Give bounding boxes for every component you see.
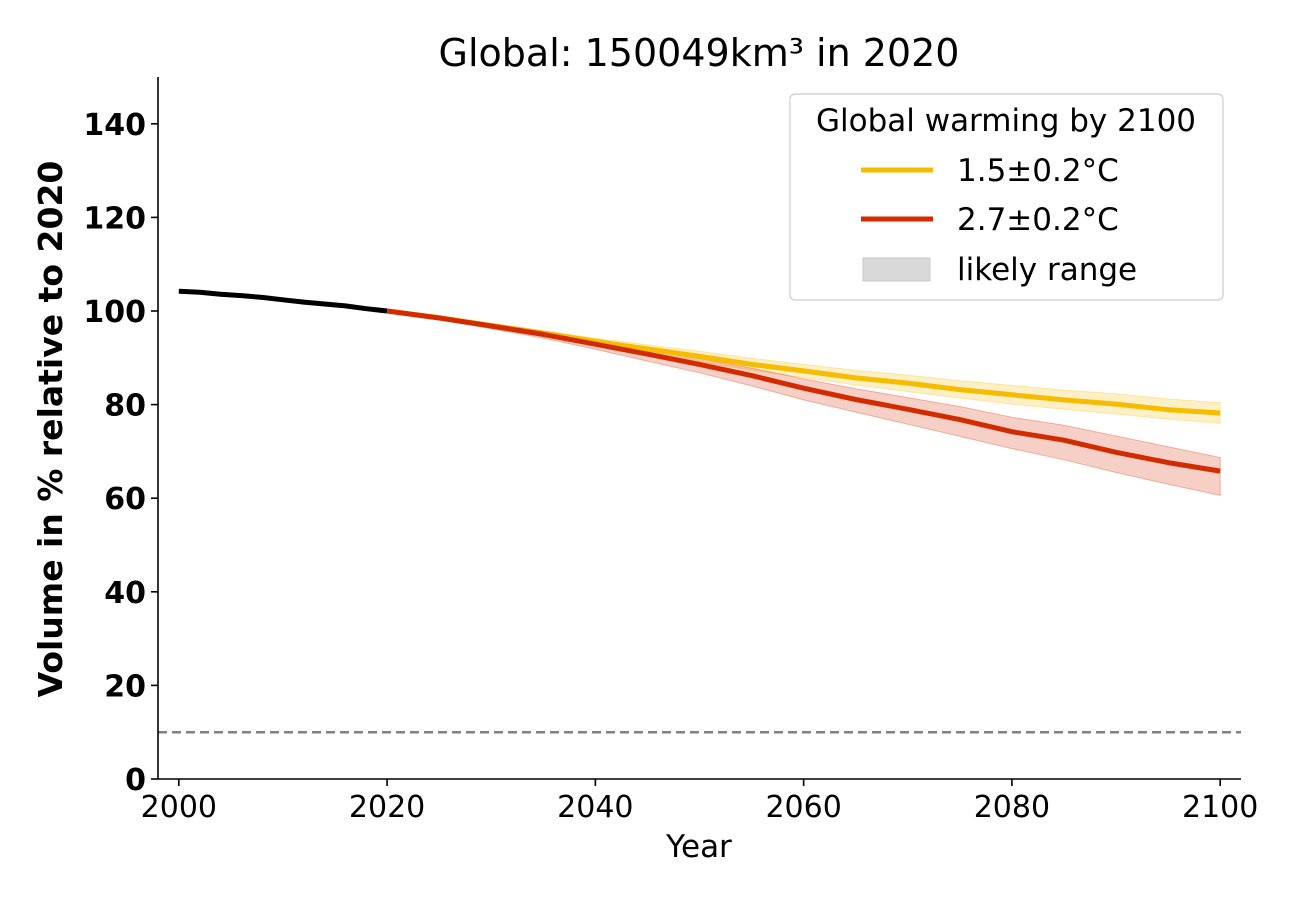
- x-axis-ticks: 2000 2020 2040 2060 2080 2100: [141, 779, 1258, 825]
- y-axis-ticks: 0 20 40 60 80 100 120 140: [83, 108, 158, 798]
- legend-label-2-7c: 2.7±0.2°C: [957, 202, 1119, 238]
- axes: [157, 77, 1241, 780]
- x-tick-label: 2100: [1182, 790, 1258, 825]
- x-tick-label: 2060: [765, 790, 841, 825]
- y-tick-label: 40: [104, 576, 146, 611]
- legend: Global warming by 2100 1.5±0.2°C 2.7±0.2…: [789, 93, 1224, 301]
- legend-title: Global warming by 2100: [816, 103, 1196, 139]
- x-tick-label: 2020: [349, 790, 425, 825]
- y-tick-label: 20: [104, 669, 146, 704]
- y-tick-label: 60: [104, 482, 146, 517]
- y-axis-title: Volume in % relative to 2020: [31, 161, 70, 698]
- y-tick-label: 120: [83, 201, 146, 236]
- series-lines: [178, 288, 1221, 474]
- x-tick-label: 2040: [557, 790, 633, 825]
- legend-swatch-likely-range: [862, 257, 931, 282]
- historical-line: [178, 288, 388, 314]
- y-tick-label: 0: [125, 763, 146, 798]
- y-tick-label: 100: [83, 295, 146, 330]
- chart-title: Global: 150049km³ in 2020: [439, 31, 960, 75]
- y-tick-label: 140: [83, 108, 146, 143]
- x-tick-label: 2000: [141, 790, 217, 825]
- legend-label-likely-range: likely range: [957, 252, 1137, 288]
- series-line-2-7-0-2-c: [386, 308, 1221, 474]
- legend-frame: [789, 93, 1224, 301]
- x-axis-title: Year: [665, 829, 732, 865]
- y-tick-label: 80: [104, 389, 146, 424]
- legend-label-1-5c: 1.5±0.2°C: [957, 153, 1119, 189]
- x-tick-label: 2080: [974, 790, 1050, 825]
